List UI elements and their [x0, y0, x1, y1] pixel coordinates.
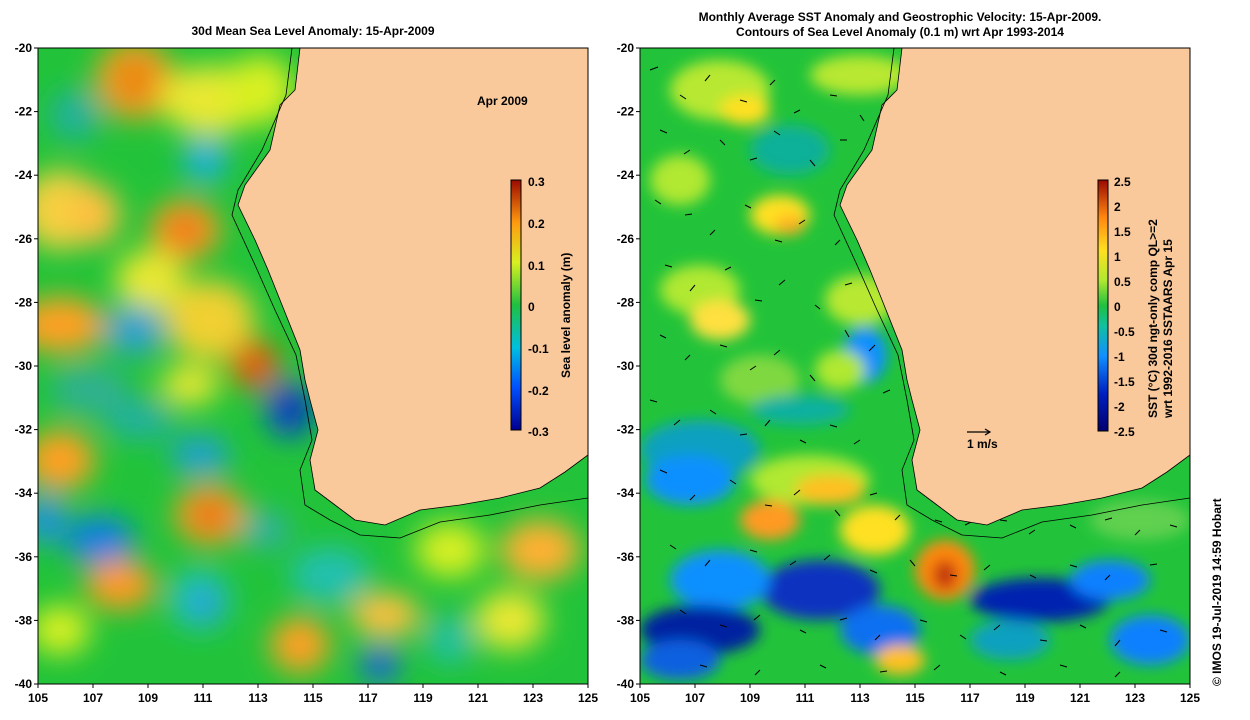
left-lat-tick-label: -36 [15, 550, 33, 564]
left-lat-tick-label: -32 [15, 423, 33, 437]
right-cb-tick: -2 [1114, 400, 1125, 414]
left-month-label: Apr 2009 [477, 94, 528, 108]
left-lon-tick-label: 111 [194, 691, 213, 705]
left-cb-tick: 0.3 [528, 175, 545, 189]
right-lat-tick-label: -32 [617, 423, 635, 437]
left-lat-tick-label: -26 [15, 232, 33, 246]
sst-field [640, 55, 1190, 680]
left-lat-tick-label: -40 [15, 677, 33, 691]
right-lon-tick-label: 113 [850, 691, 870, 705]
left-lon-tick-label: 115 [303, 691, 323, 705]
velocity-scale: 1 m/s [967, 428, 998, 451]
imos-credit: © IMOS 19-Jul-2019 14:59 Hobart [1210, 498, 1224, 686]
right-lat-tick-label: -24 [617, 168, 635, 182]
left-cb-tick: 0 [528, 300, 535, 314]
left-colorbar-ticks: 0.3 0.2 0.1 0 -0.1 -0.2 -0.3 [528, 175, 549, 439]
left-cb-tick: -0.2 [528, 384, 549, 398]
right-colorbar: 2.5 2 1.5 1 0.5 0 -0.5 -1 -1.5 -2 -2.5 S… [1097, 175, 1175, 439]
left-lon-tick-label: 121 [468, 691, 488, 705]
left-lat-tick-label: -30 [15, 359, 33, 373]
left-cb-tick: -0.3 [528, 425, 549, 439]
right-lat-tick-label: -20 [617, 41, 635, 55]
right-cb-tick: -1.5 [1114, 375, 1135, 389]
right-lat-tick-label: -34 [617, 486, 635, 500]
right-cb-tick: 2 [1114, 200, 1121, 214]
right-cb-tick: 1 [1114, 250, 1121, 264]
velocity-scale-label: 1 m/s [967, 437, 998, 451]
left-lon-tick-label: 105 [28, 691, 48, 705]
right-lon-tick-label: 117 [960, 691, 980, 705]
right-lat-tick-label: -30 [617, 359, 635, 373]
right-lat-tick-label: -38 [617, 613, 635, 627]
left-lat-tick-label: -24 [15, 168, 33, 182]
left-lat-tick-label: -20 [15, 41, 33, 55]
right-shelf-contour [833, 48, 1190, 539]
sla-field [38, 48, 580, 683]
left-map-title: 30d Mean Sea Level Anomaly: 15-Apr-2009 [191, 24, 435, 38]
right-lon-tick-label: 121 [1070, 691, 1090, 705]
right-lat-tick-label: -26 [617, 232, 635, 246]
left-lat-tick-label: -38 [15, 613, 33, 627]
left-cb-tick: 0.1 [528, 259, 545, 273]
right-colorbar-label-line1: SST (°C) 30d ngt-only comp QL>=2 [1146, 219, 1160, 418]
left-colorbar-label: Sea level anomaly (m) [559, 253, 573, 378]
right-map-title-line1: Monthly Average SST Anomaly and Geostrop… [698, 10, 1102, 24]
right-lon-tick-label: 119 [1015, 691, 1035, 705]
right-lon-tick-label: 105 [630, 691, 650, 705]
right-lon-tick-label: 125 [1180, 691, 1200, 705]
right-lat-tick-label: -40 [617, 677, 635, 691]
left-lat-tick-label: -28 [15, 295, 33, 309]
velocity-vectors [649, 66, 1178, 678]
right-cb-tick: -0.5 [1114, 325, 1135, 339]
left-australia-land [237, 48, 588, 526]
right-lon-tick-label: 111 [796, 691, 815, 705]
left-lon-tick-label: 107 [83, 691, 103, 705]
left-shelf-contour [231, 48, 588, 539]
right-map-title-line2: Contours of Sea Level Anomaly (0.1 m) wr… [736, 25, 1064, 39]
right-cb-tick: 0 [1114, 300, 1121, 314]
left-lon-tick-label: 117 [358, 691, 378, 705]
right-lat-tick-label: -28 [617, 295, 635, 309]
right-lat-tick-label: -22 [617, 105, 635, 119]
right-cb-tick: 2.5 [1114, 175, 1131, 189]
right-lon-tick-label: 123 [1125, 691, 1145, 705]
right-lon-tick-label: 109 [740, 691, 760, 705]
right-cb-tick: 0.5 [1114, 275, 1131, 289]
right-lat-tick-label: -36 [617, 550, 635, 564]
right-map [640, 48, 1190, 684]
left-lon-tick-label: 113 [248, 691, 268, 705]
left-map [38, 48, 588, 684]
left-lat-tick-label: -22 [15, 105, 33, 119]
left-cb-tick: -0.1 [528, 342, 549, 356]
left-lon-tick-label: 125 [578, 691, 598, 705]
right-lon-tick-label: 107 [685, 691, 705, 705]
left-colorbar: 0.3 0.2 0.1 0 -0.1 -0.2 -0.3 Sea level a… [510, 175, 573, 439]
right-colorbar-label-line2: wrt 1992-2016 SSTAARS Apr 15 [1161, 239, 1175, 419]
left-lon-tick-label: 123 [523, 691, 543, 705]
right-colorbar-ticks: 2.5 2 1.5 1 0.5 0 -0.5 -1 -1.5 -2 -2.5 [1114, 175, 1135, 439]
right-lon-tick-label: 115 [905, 691, 925, 705]
right-cb-tick: -1 [1114, 350, 1125, 364]
left-lat-tick-label: -34 [15, 486, 33, 500]
left-lon-tick-label: 109 [138, 691, 158, 705]
left-lon-tick-label: 119 [413, 691, 433, 705]
left-cb-tick: 0.2 [528, 217, 545, 231]
right-cb-tick: 1.5 [1114, 225, 1131, 239]
right-cb-tick: -2.5 [1114, 425, 1135, 439]
